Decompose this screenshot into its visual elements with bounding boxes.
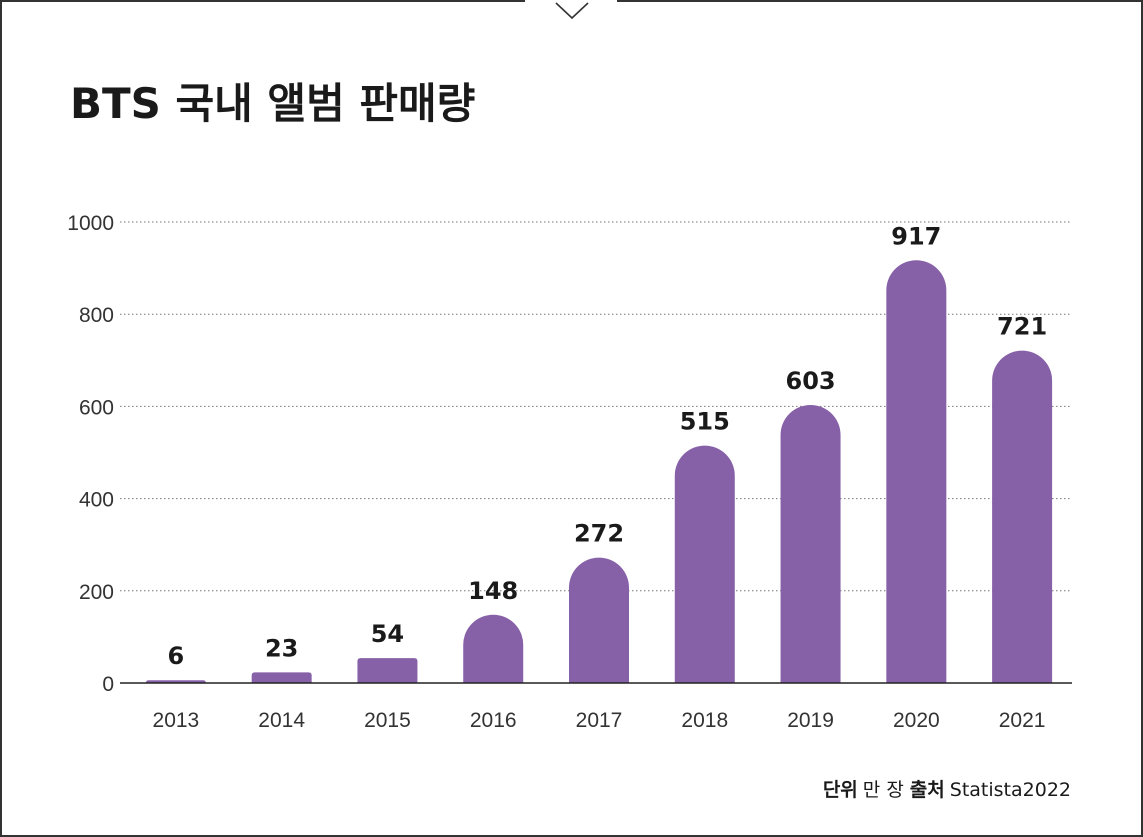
x-tick-label: 2015 (364, 709, 411, 732)
y-tick-label: 800 (79, 304, 114, 327)
chevron-down-icon (555, 2, 589, 20)
bar-2018 (674, 445, 735, 683)
unit-label: 단위 (823, 779, 858, 801)
unit-source-note: 단위 만 장 출처 Statista2022 (823, 779, 1071, 801)
x-axis-ticks: 2013 2014 2015 2016 2017 2018 2019 2020 2021 (153, 709, 1046, 732)
x-tick-label: 2013 (153, 709, 200, 732)
source-label: 출처 (910, 779, 945, 801)
y-axis-ticks: 0 200 400 600 800 1000 (67, 212, 114, 696)
bars (145, 260, 1053, 683)
value-label: 603 (786, 367, 836, 395)
x-tick-label: 2017 (576, 709, 623, 732)
bar-2020 (886, 260, 947, 683)
chart-title: BTS 국내 앨범 판매량 (70, 79, 475, 128)
value-label: 6 (168, 642, 185, 670)
x-tick-label: 2014 (258, 709, 305, 732)
y-tick-label: 400 (79, 489, 114, 512)
y-tick-label: 0 (102, 673, 114, 696)
bar-2017 (569, 557, 629, 683)
y-tick-label: 1000 (67, 212, 114, 235)
bar-2021 (992, 350, 1053, 683)
bar-2016 (463, 614, 524, 683)
value-label: 721 (997, 313, 1047, 341)
bar-2015 (357, 658, 418, 683)
value-label: 54 (371, 620, 404, 648)
bar-2019 (780, 405, 841, 683)
y-tick-label: 600 (79, 396, 114, 419)
x-tick-label: 2018 (681, 709, 728, 732)
value-label: 515 (680, 408, 730, 436)
value-label: 272 (574, 520, 624, 548)
x-tick-label: 2019 (787, 709, 834, 732)
x-tick-label: 2021 (999, 709, 1046, 732)
source-value: Statista2022 (950, 779, 1071, 801)
x-tick-label: 2020 (893, 709, 940, 732)
value-label: 148 (468, 577, 518, 605)
unit-value: 만 장 (863, 779, 904, 801)
value-label: 23 (265, 634, 298, 662)
value-labels: 6 23 54 148 272 515 603 917 721 (168, 222, 1048, 670)
x-tick-label: 2016 (470, 709, 517, 732)
bar-2014 (251, 672, 312, 683)
y-tick-label: 200 (79, 581, 114, 604)
value-label: 917 (891, 222, 941, 250)
